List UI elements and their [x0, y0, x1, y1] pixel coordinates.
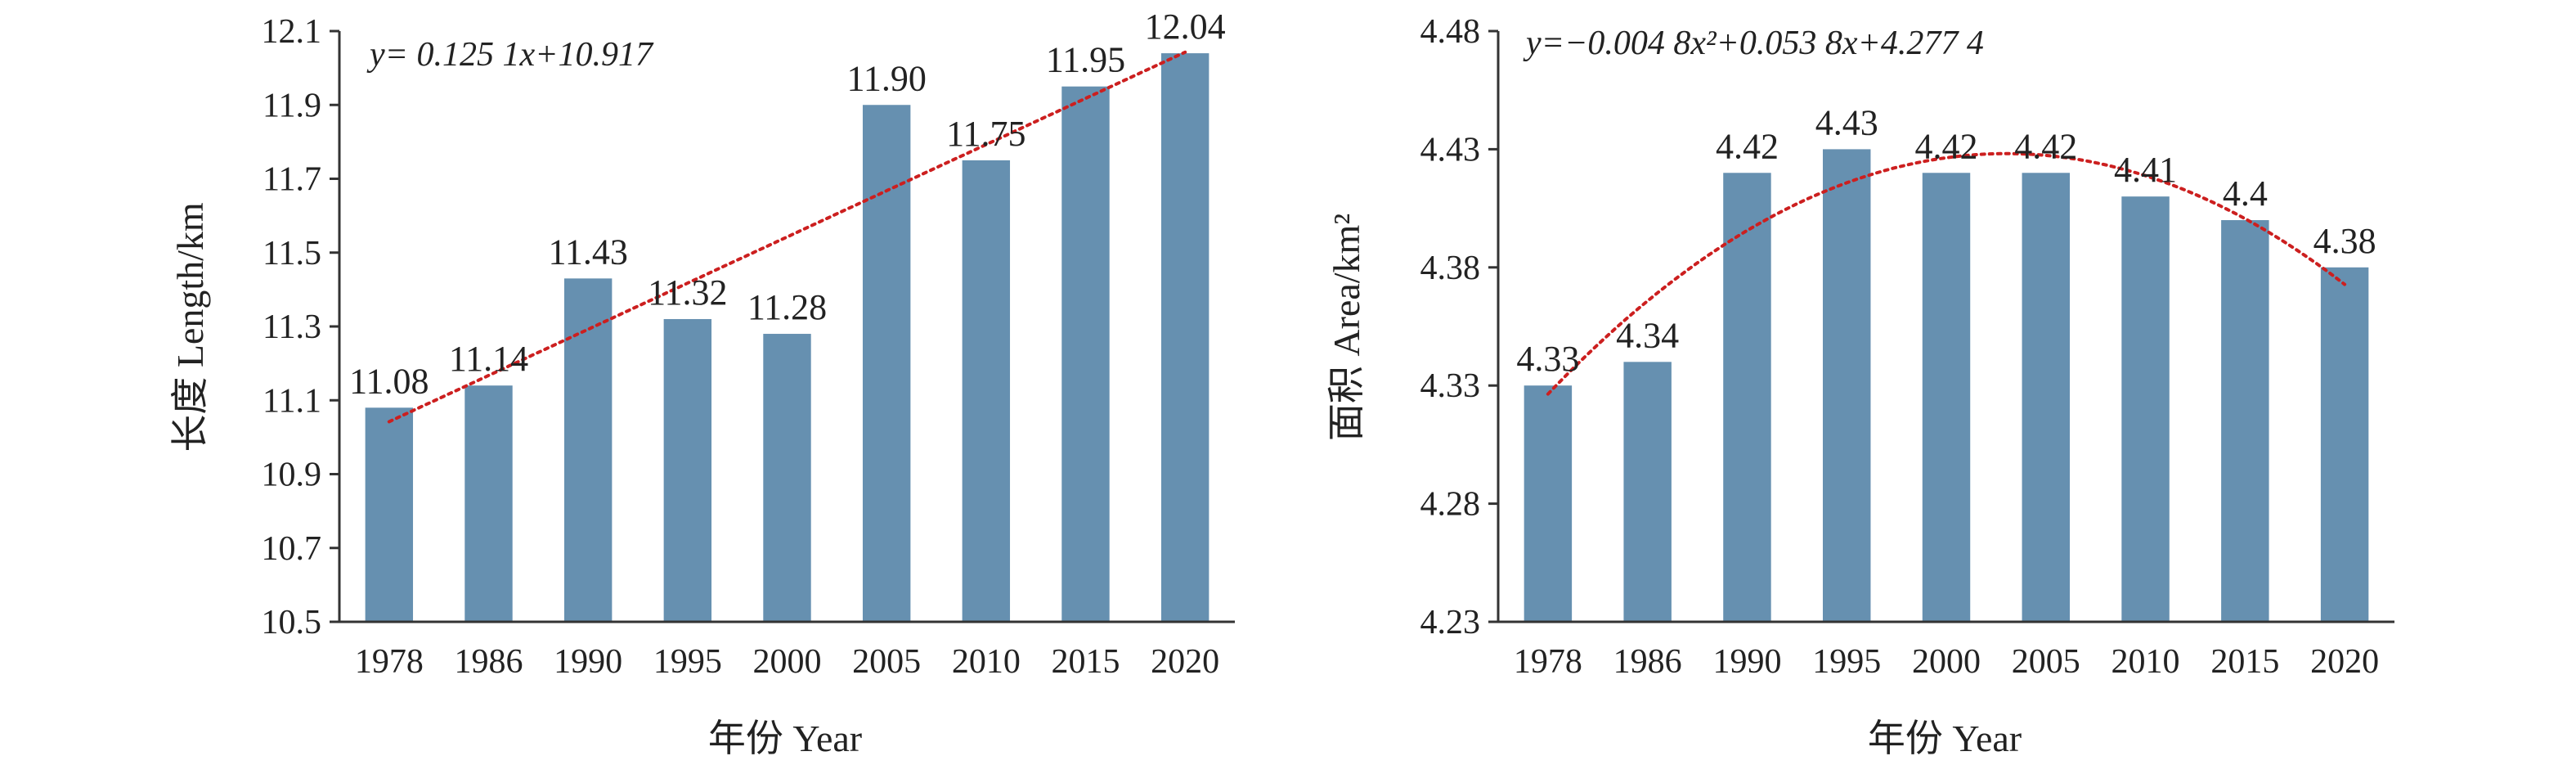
length-bars	[365, 53, 1209, 622]
area-data-label: 4.4	[2223, 173, 2268, 214]
length-y-tick-label: 11.3	[263, 308, 321, 346]
length-trendline	[387, 50, 1187, 424]
length-bar	[1160, 53, 1209, 622]
length-bar	[464, 385, 513, 622]
area-bar	[1623, 362, 1672, 622]
length-trend-equation: y= 0.125 1x+10.917	[366, 36, 654, 74]
area-x-axis-title: 年份 Year	[1868, 718, 2022, 759]
length-data-label: 11.28	[747, 287, 827, 327]
length-data-labels: 11.08 11.14 11.43 11.32 11.28 11.90 11.75 11.95…	[349, 7, 1226, 401]
length-x-tick-label: 1990	[554, 643, 622, 681]
area-bar	[2221, 220, 2269, 622]
length-x-tick-label: 2015	[1052, 643, 1120, 681]
area-y-axis-title: 面积 Area/km²	[1326, 214, 1367, 441]
length-chart: 10.5 10.7 10.9 11.1 11.3 11.5 11.7 11.9 12.1 197…	[169, 7, 1235, 759]
area-bar	[2121, 196, 2170, 622]
length-y-tick-label: 11.5	[263, 235, 321, 272]
area-y-tick-label: 4.38	[1420, 250, 1481, 287]
length-bar	[962, 160, 1011, 622]
length-y-tick-label: 11.7	[263, 161, 321, 199]
length-data-label: 11.75	[946, 114, 1025, 154]
area-bar	[1822, 149, 1871, 622]
length-x-axis-title: 年份 Year	[708, 718, 862, 759]
length-y-tick-label: 10.7	[262, 530, 322, 568]
length-bar	[663, 318, 712, 622]
area-bar	[1922, 173, 1971, 622]
length-y-tick-label: 10.9	[262, 457, 322, 494]
length-bar	[563, 278, 613, 622]
area-x-tick-label: 1986	[1613, 643, 1682, 681]
length-x-tick-label: 2020	[1151, 643, 1219, 681]
length-x-tick-label: 2005	[852, 643, 921, 681]
length-data-label: 12.04	[1145, 7, 1226, 47]
area-data-label: 4.42	[1716, 126, 1779, 166]
area-trendline	[1546, 151, 2347, 396]
area-x-tick-label: 2000	[1912, 643, 1981, 681]
length-data-label: 11.95	[1046, 40, 1125, 80]
length-x-tick-label: 1986	[455, 643, 523, 681]
area-data-label: 4.42	[1915, 126, 1978, 166]
length-x-ticks: 1978 1986 1990 1995 2000 2005 2010 2015 2020	[355, 643, 1219, 681]
area-trend-equation: y=−0.004 8x²+0.053 8x+4.277 4	[1523, 25, 1984, 62]
area-y-tick-label: 4.48	[1420, 13, 1481, 51]
length-y-axis-title: 长度 Length/km	[169, 202, 211, 452]
area-data-label: 4.41	[2114, 150, 2177, 190]
length-x-tick-label: 1978	[355, 643, 424, 681]
area-x-tick-label: 1990	[1712, 643, 1781, 681]
length-data-label: 11.32	[648, 272, 727, 313]
area-x-tick-label: 1978	[1514, 643, 1582, 681]
length-y-tick-label: 11.9	[263, 87, 321, 124]
length-x-tick-label: 2010	[952, 643, 1021, 681]
area-bar	[2320, 267, 2369, 622]
area-data-labels: 4.33 4.34 4.42 4.43 4.42 4.42 4.41 4.4 4.38	[1516, 102, 2376, 379]
length-bar	[763, 334, 811, 622]
length-y-ticks: 10.5 10.7 10.9 11.1 11.3 11.5 11.7 11.9 12.1	[262, 13, 339, 641]
length-x-tick-label: 2000	[753, 643, 822, 681]
area-data-label: 4.42	[2014, 126, 2077, 166]
area-data-label: 4.34	[1616, 315, 1679, 355]
area-y-tick-label: 4.33	[1420, 367, 1481, 405]
area-x-tick-label: 1995	[1812, 643, 1881, 681]
area-x-tick-label: 2005	[2012, 643, 2080, 681]
length-data-label: 11.08	[349, 361, 429, 401]
area-bar	[1524, 385, 1573, 622]
area-y-tick-label: 4.23	[1420, 604, 1481, 641]
area-x-tick-label: 2015	[2210, 643, 2279, 681]
area-x-tick-label: 2020	[2310, 643, 2379, 681]
length-x-tick-label: 1995	[653, 643, 722, 681]
length-bar	[365, 407, 414, 622]
length-bar	[1061, 86, 1110, 622]
length-data-label: 11.43	[548, 232, 627, 272]
area-x-tick-label: 2010	[2112, 643, 2180, 681]
area-bars	[1524, 149, 2369, 622]
length-y-tick-label: 10.5	[262, 604, 322, 641]
area-y-tick-label: 4.28	[1420, 486, 1481, 524]
area-data-label: 4.33	[1516, 339, 1579, 379]
area-y-tick-label: 4.43	[1420, 131, 1481, 169]
area-chart: 4.23 4.28 4.33 4.38 4.43 4.48 1978 1986 1990 199…	[1326, 13, 2394, 759]
area-data-label: 4.38	[2313, 221, 2376, 261]
length-y-tick-label: 11.1	[263, 382, 321, 420]
length-y-tick-label: 12.1	[262, 13, 322, 51]
length-data-label: 11.90	[846, 58, 926, 98]
area-bar	[1723, 173, 1771, 622]
length-data-label: 11.14	[449, 339, 528, 379]
area-y-ticks: 4.23 4.28 4.33 4.38 4.43 4.48	[1420, 13, 1498, 641]
area-data-label: 4.43	[1815, 102, 1878, 142]
area-x-ticks: 1978 1986 1990 1995 2000 2005 2010 2015 2020	[1514, 643, 2379, 681]
area-bar	[2022, 173, 2071, 622]
